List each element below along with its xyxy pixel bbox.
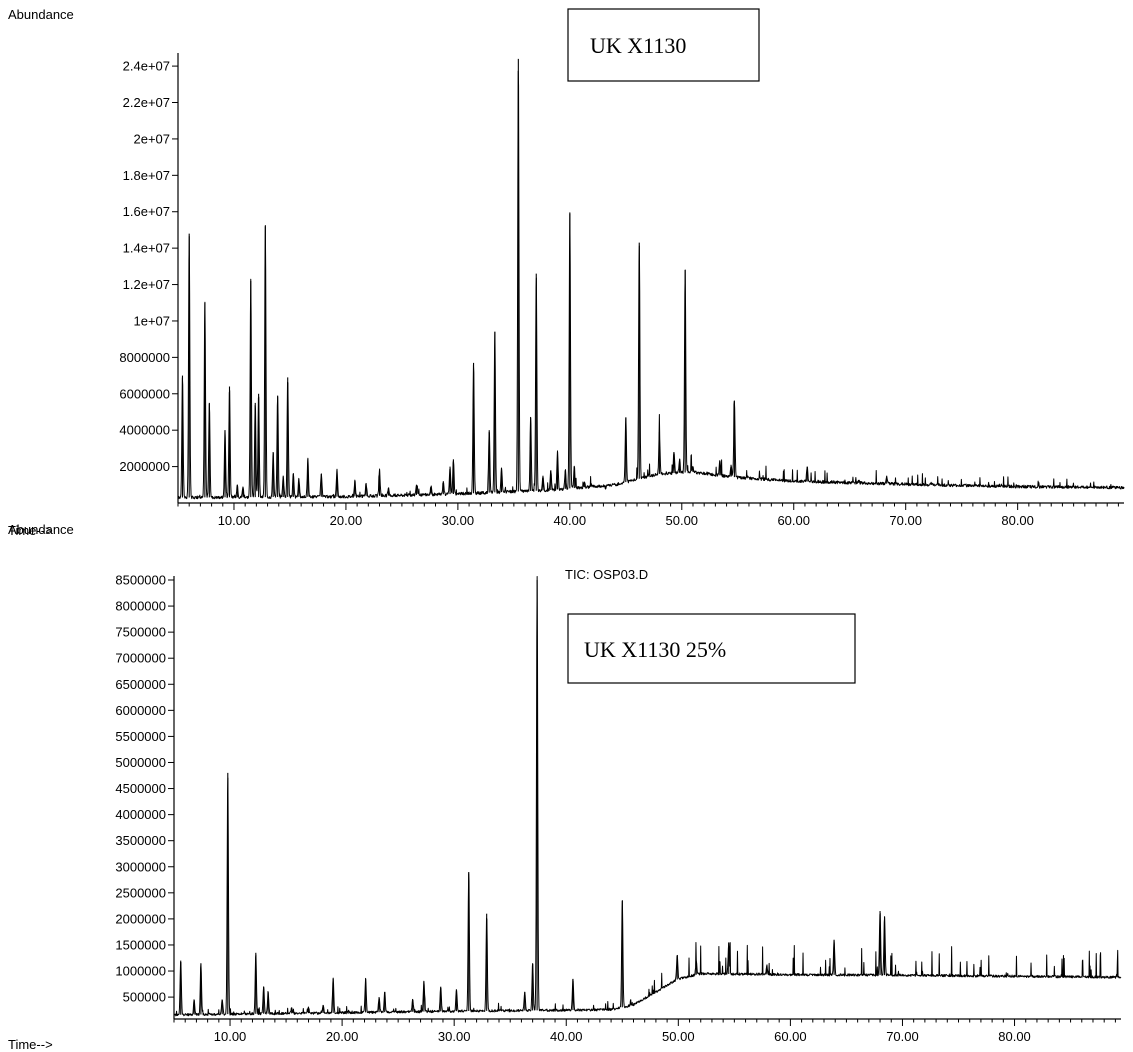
chart-1-ytick-label: 5500000 xyxy=(115,729,166,744)
chart-1-xtick-label: 70.00 xyxy=(886,1029,919,1044)
chart-1-ytick-label: 6500000 xyxy=(115,677,166,692)
chart-1-ytick-label: 6000000 xyxy=(115,703,166,718)
chart-1-ytick-label: 1000000 xyxy=(115,964,166,979)
chart-1-xtick-label: 30.00 xyxy=(438,1029,471,1044)
chart-0-ylabel: Abundance xyxy=(8,7,74,22)
chart-1-title: TIC: OSP03.D xyxy=(565,567,648,582)
chart-1-xtick-label: 80.00 xyxy=(998,1029,1031,1044)
chart-0-annotation-box: UK X1130 xyxy=(567,8,760,82)
chart-0-ytick-label: 6000000 xyxy=(119,386,170,401)
chart-0-xtick-label: 70.00 xyxy=(889,513,922,528)
chart-1-ytick-label: 8000000 xyxy=(115,599,166,614)
chart-1-ytick-label: 7000000 xyxy=(115,651,166,666)
chart-0-ytick-label: 1.2e+07 xyxy=(123,277,170,292)
chart-0-xtick-label: 10.00 xyxy=(218,513,251,528)
chart-0-ytick-label: 2.2e+07 xyxy=(123,95,170,110)
chart-0-annotation: UK X1130 xyxy=(590,33,686,58)
chart-1-ytick-label: 4000000 xyxy=(115,807,166,822)
chart-1-ytick-label: 2000000 xyxy=(115,911,166,926)
chart-1-xtick-label: 60.00 xyxy=(774,1029,807,1044)
chart-1-ytick-label: 3500000 xyxy=(115,833,166,848)
chart-1-xtick-label: 20.00 xyxy=(326,1029,359,1044)
chart-0-xtick-label: 50.00 xyxy=(666,513,699,528)
chart-0-xtick-label: 20.00 xyxy=(330,513,363,528)
chart-1-series-line xyxy=(173,575,1122,1017)
chart-1-ytick-label: 7500000 xyxy=(115,625,166,640)
chart-1-xtick-label: 50.00 xyxy=(662,1029,695,1044)
chart-0-ytick-label: 8000000 xyxy=(119,350,170,365)
chart-0-xtick-label: 60.00 xyxy=(777,513,810,528)
chart-1-annotation-box: UK X1130 25% xyxy=(567,613,856,684)
chart-1-xtick-label: 40.00 xyxy=(550,1029,583,1044)
chart-0-ytick-label: 4000000 xyxy=(119,423,170,438)
chart-0-xtick-label: 30.00 xyxy=(442,513,475,528)
chart-1-ytick-label: 500000 xyxy=(123,990,166,1005)
chart-1-annotation: UK X1130 25% xyxy=(584,637,726,662)
chart-1-xlabel: Time--> xyxy=(8,1037,53,1052)
chart-0-ytick-label: 2.4e+07 xyxy=(123,59,170,74)
chart-0-ytick-label: 1e+07 xyxy=(133,313,170,328)
chart-0-ytick-label: 2e+07 xyxy=(133,131,170,146)
chart-1-ytick-label: 5000000 xyxy=(115,755,166,770)
chart-0-xlabel: Time--> xyxy=(8,523,53,538)
chart-1-ytick-label: 4500000 xyxy=(115,781,166,796)
chart-0-ytick-label: 1.6e+07 xyxy=(123,204,170,219)
chart-0-xtick-label: 80.00 xyxy=(1001,513,1034,528)
chart-1-ytick-label: 1500000 xyxy=(115,937,166,952)
chart-1-ytick-label: 2500000 xyxy=(115,885,166,900)
chart-0-series-line xyxy=(177,70,1125,500)
chart-uk-x1130: Abundance Time--> UK X1130 2000000 400000… xyxy=(8,7,1125,538)
chart-uk-x1130-25pct: Abundance TIC: OSP03.D Time--> UK X1130 … xyxy=(8,522,1122,1052)
chart-1-ylabel: Abundance xyxy=(8,522,74,537)
chart-0-ytick-label: 1.8e+07 xyxy=(123,168,170,183)
chart-1-ytick-label: 3000000 xyxy=(115,859,166,874)
chart-0-xtick-label: 40.00 xyxy=(554,513,587,528)
chart-1-xtick-label: 10.00 xyxy=(214,1029,247,1044)
chart-0-ytick-label: 1.4e+07 xyxy=(123,241,170,256)
chart-0-ytick-label: 2000000 xyxy=(119,459,170,474)
chart-1-ytick-label: 8500000 xyxy=(115,573,166,588)
